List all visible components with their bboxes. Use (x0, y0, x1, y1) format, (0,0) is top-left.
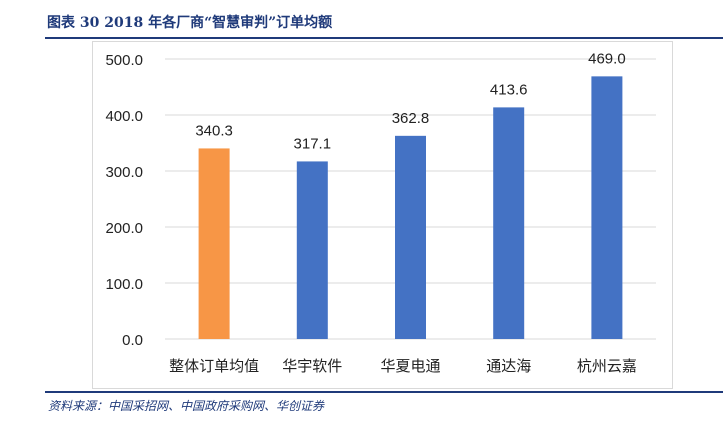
x-tick-label: 华宇软件 (282, 357, 342, 375)
data-label: 340.3 (195, 122, 233, 139)
chart-area (92, 41, 673, 389)
x-tick-label: 整体订单均值 (169, 357, 259, 375)
x-tick-label: 华夏电通 (380, 357, 440, 375)
data-label: 362.8 (392, 110, 430, 127)
bar (591, 76, 623, 340)
data-label: 413.6 (490, 81, 528, 98)
bar (395, 135, 426, 339)
y-tick-label: 100.0 (105, 276, 143, 293)
header-rule (45, 37, 723, 39)
y-tick-label: 300.0 (105, 164, 143, 181)
x-tick-label: 通达海 (486, 357, 531, 375)
data-label: 469.0 (588, 50, 626, 67)
bar (493, 107, 525, 339)
x-tick-label: 杭州云嘉 (577, 357, 637, 375)
y-tick-label: 0.0 (122, 332, 143, 349)
figure-title: 图表 30 2018 年各厂商“智慧审判”订单均额 (47, 15, 333, 31)
bar (296, 161, 328, 339)
y-tick-label: 500.0 (105, 52, 143, 69)
y-tick-label: 200.0 (105, 220, 143, 237)
data-label: 317.1 (294, 135, 332, 152)
source-note: 资料来源：中国采招网、中国政府采购网、华创证券 (48, 399, 325, 413)
footer-rule (45, 391, 723, 393)
bar (198, 148, 230, 339)
y-tick-label: 400.0 (105, 108, 143, 125)
